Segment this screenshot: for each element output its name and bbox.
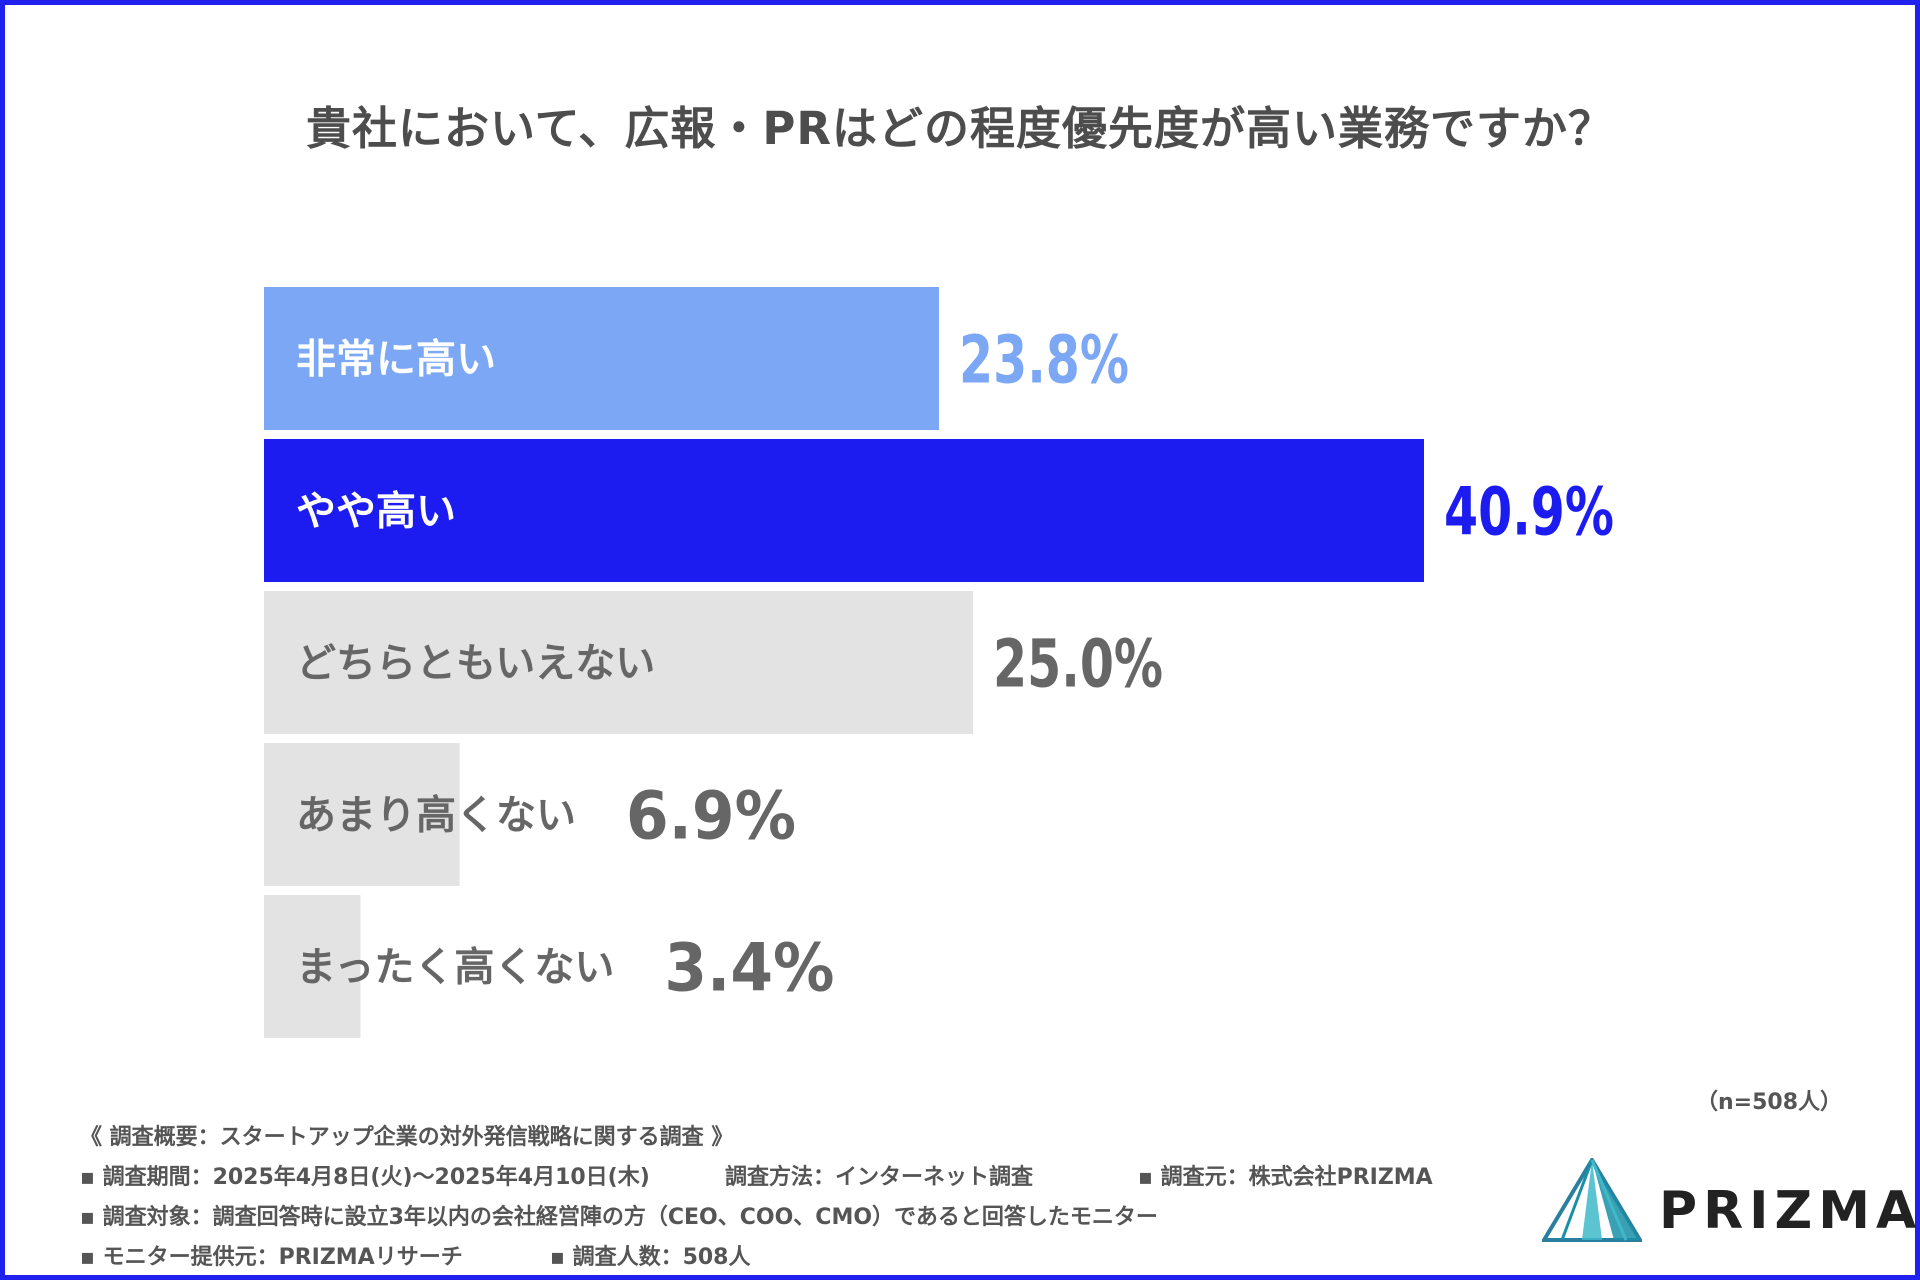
bar-label-1: 非常に高い xyxy=(296,337,496,383)
prizma-logo-icon xyxy=(1542,1158,1642,1242)
chart-title: 貴社において、広報・PRはどの程度優先度が高い業務ですか？ xyxy=(305,102,1615,155)
value-label-5: 3.4% xyxy=(664,930,834,1007)
footer-method: 調査方法：インターネット調査 xyxy=(725,1165,1034,1190)
footer-count: ▪ 調査人数：508人 xyxy=(550,1245,751,1270)
value-label-4: 6.9% xyxy=(626,778,796,855)
bar-1 xyxy=(264,287,940,430)
bar-label-5: まったく高くない xyxy=(296,945,614,991)
footer-provider: ▪ モニター提供元：PRIZMAリサーチ xyxy=(80,1245,463,1270)
bar-3 xyxy=(264,591,974,734)
bar-label-2: やや高い xyxy=(296,489,456,535)
sample-size-note: （n=508人） xyxy=(1696,1090,1843,1115)
footer-source: ▪ 調査元：株式会社PRIZMA xyxy=(1138,1165,1433,1190)
bar-label-3: どちらともいえない xyxy=(296,641,655,687)
value-label-2: 40.9% xyxy=(1444,474,1614,551)
value-label-1: 23.8% xyxy=(959,322,1129,399)
bar-label-4: あまり高くない xyxy=(296,793,576,839)
bar-2 xyxy=(264,439,1424,582)
value-label-3: 25.0% xyxy=(993,626,1163,703)
bar-5 xyxy=(264,895,361,1038)
prizma-logo-text: PRIZMA xyxy=(1659,1181,1920,1241)
footer-target: ▪ 調査対象：調査回答時に設立3年以内の会社経営陣の方（CEO、COO、CMO）… xyxy=(80,1205,1158,1230)
bar-4 xyxy=(264,743,460,886)
footer-period: ▪ 調査期間：2025年4月8日(火)〜2025年4月10日(木) xyxy=(80,1165,650,1190)
footer-heading: 《 調査概要：スタートアップ企業の対外発信戦略に関する調査 》 xyxy=(80,1125,734,1150)
